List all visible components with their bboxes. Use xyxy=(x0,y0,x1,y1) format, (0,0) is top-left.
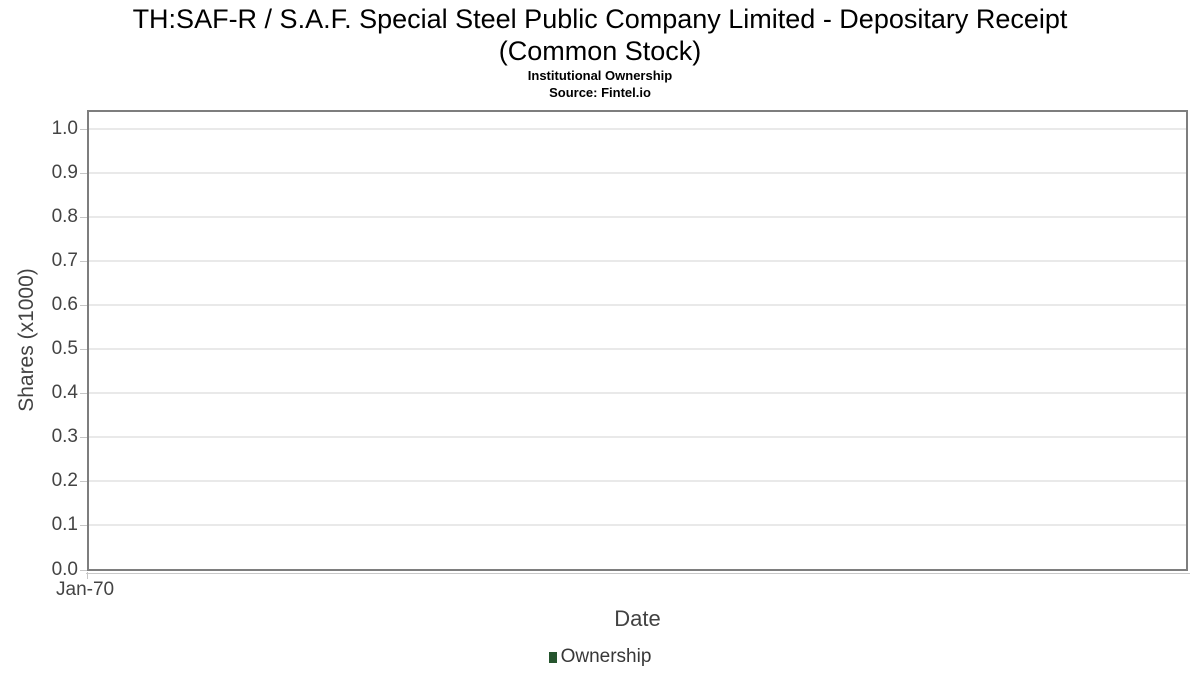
chart-source: Source: Fintel.io xyxy=(549,85,651,100)
y-tick-mark xyxy=(80,216,87,218)
legend-item-ownership[interactable]: Ownership xyxy=(548,646,652,668)
y-tick-label: 0.7 xyxy=(51,249,78,271)
gridline xyxy=(89,215,1186,218)
gridline xyxy=(89,303,1186,306)
y-tick-mark xyxy=(80,569,87,571)
y-tick-label: 0.0 xyxy=(51,558,78,580)
chart-title-line1: TH:SAF-R / S.A.F. Special Steel Public C… xyxy=(132,4,1068,34)
y-tick-label: 0.4 xyxy=(51,382,78,404)
x-axis-title: Date xyxy=(614,606,661,631)
y-tick-label: 0.2 xyxy=(51,470,78,492)
plot-area xyxy=(87,110,1188,571)
y-tick-label: 0.5 xyxy=(51,338,78,359)
y-tick-mark xyxy=(80,525,87,527)
gridline xyxy=(89,480,1186,483)
y-tick-mark xyxy=(80,304,87,306)
legend: Ownership xyxy=(0,646,1200,668)
gridline xyxy=(89,436,1186,439)
legend-swatch-ownership xyxy=(548,651,557,663)
gridline xyxy=(89,524,1186,527)
y-tick-mark xyxy=(80,481,87,483)
y-tick-mark xyxy=(80,349,87,350)
y-axis-title: Shares (x1000) xyxy=(15,268,38,412)
y-tick-mark xyxy=(80,172,87,174)
y-tick-label: 0.8 xyxy=(51,205,78,227)
x-axis-line xyxy=(86,573,1190,574)
y-tick-mark xyxy=(80,437,87,439)
y-tick-label: 0.6 xyxy=(51,293,78,315)
chart-title-line2: (Common Stock) xyxy=(498,36,702,66)
gridline xyxy=(89,259,1186,262)
y-tick-mark xyxy=(80,393,87,395)
y-tick-mark xyxy=(80,260,87,262)
gridline xyxy=(89,127,1186,130)
y-tick-label: 0.9 xyxy=(51,161,78,183)
gridline xyxy=(89,392,1186,395)
gridline xyxy=(89,171,1186,174)
y-tick-label: 0.3 xyxy=(51,426,78,448)
y-tick-label: 1.0 xyxy=(51,117,78,139)
chart-subtitle: Institutional Ownership xyxy=(527,68,673,83)
y-tick-label: 0.1 xyxy=(51,514,78,536)
legend-label-ownership: Ownership xyxy=(560,646,652,667)
gridline xyxy=(89,348,1186,350)
y-tick-mark xyxy=(80,128,87,130)
chart-title: TH:SAF-R / S.A.F. Special Steel Public C… xyxy=(0,3,1200,67)
x-tick-label: Jan-70 xyxy=(56,579,115,600)
x-tick-mark xyxy=(87,572,88,579)
